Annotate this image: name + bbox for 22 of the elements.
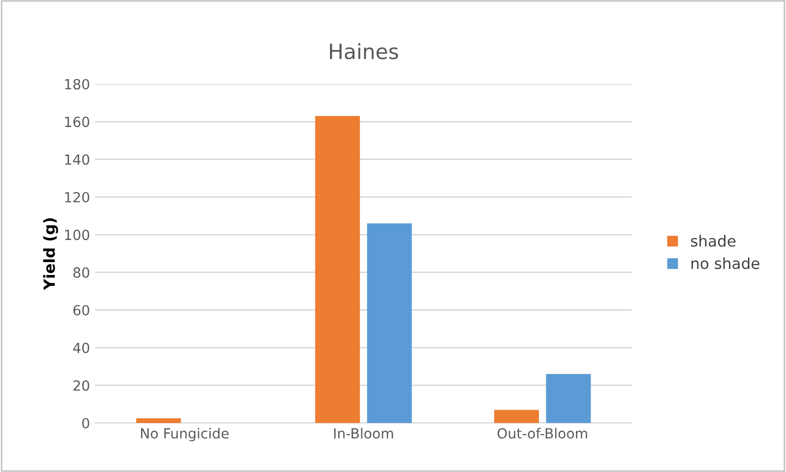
y-tick-label: 0 [82,418,90,428]
y-axis-title: Yield (g) [43,218,58,290]
bar [315,116,360,423]
y-tick-label: 140 [65,154,90,165]
bar [494,410,539,423]
legend-label: no shade [692,257,760,270]
y-tick-label: 180 [65,78,90,90]
y-tick-label: 160 [65,116,90,128]
x-tick-label: No Fungicide [141,428,229,442]
x-tick-label: Out-of-Bloom [498,428,588,439]
x-tick-label: In-Bloom [334,428,393,439]
legend-label: shade [690,234,736,247]
bar [367,223,412,423]
y-tick-label: 60 [73,304,90,316]
chart-title: Haines [330,43,398,60]
bar [136,418,181,423]
y-tick-label: 80 [73,267,90,278]
y-tick-label: 40 [73,342,90,354]
y-tick-label: 120 [65,192,90,202]
y-tick-label: 20 [73,380,90,391]
y-tick-label: 100 [65,230,90,240]
bar [546,374,591,423]
